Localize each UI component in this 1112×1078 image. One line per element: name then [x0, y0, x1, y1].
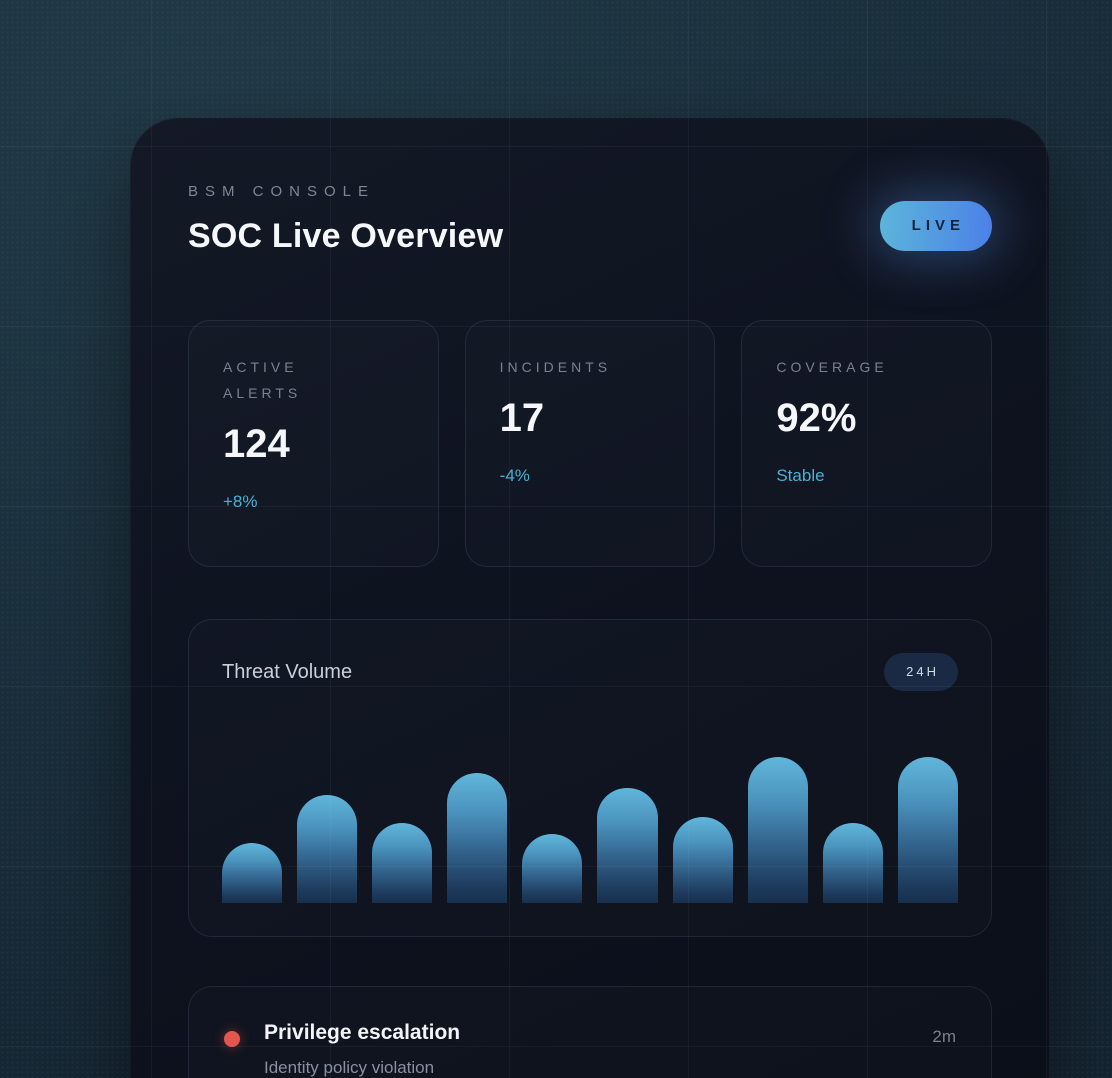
chart-bar — [822, 822, 883, 903]
chart-bar — [447, 773, 508, 903]
console-card: BSM CONSOLE SOC Live Overview LIVE ACTIV… — [130, 118, 1050, 1078]
stats-row: ACTIVE ALERTS 124 +8% INCIDENTS 17 -4% C… — [188, 320, 993, 567]
stat-value: 92% — [776, 396, 857, 440]
chart-bar — [897, 757, 958, 903]
stat-card-active-alerts: ACTIVE ALERTS 124 +8% — [188, 320, 439, 567]
stat-delta: Stable — [776, 466, 825, 485]
alert-texts: Privilege escalation Identity policy vio… — [264, 1019, 460, 1078]
alert-item[interactable]: Privilege escalation Identity policy vio… — [188, 986, 992, 1078]
chart-bar — [747, 757, 808, 903]
header-titles: BSM CONSOLE SOC Live Overview — [188, 183, 503, 256]
stat-delta: -4% — [499, 466, 530, 485]
stat-label: COVERAGE — [776, 359, 888, 375]
alert-time: 2m — [932, 1027, 956, 1046]
severity-dot-icon — [224, 1031, 240, 1047]
chart-bar — [372, 822, 433, 903]
console-eyebrow: BSM CONSOLE — [188, 183, 376, 200]
alert-subtitle: Identity policy violation — [264, 1058, 435, 1077]
console-header: BSM CONSOLE SOC Live Overview LIVE — [188, 183, 992, 256]
chart-bar — [597, 787, 658, 903]
threat-volume-card: Threat Volume 24H — [188, 619, 992, 937]
chart-header: Threat Volume 24H — [222, 653, 958, 691]
stat-delta: +8% — [223, 492, 258, 511]
live-badge[interactable]: LIVE — [879, 201, 992, 251]
chart-bar — [522, 834, 583, 903]
page-title: SOC Live Overview — [188, 217, 504, 255]
chart-bar — [672, 816, 733, 903]
stat-card-coverage: COVERAGE 92% Stable — [741, 320, 993, 567]
chart-title: Threat Volume — [222, 660, 353, 683]
chart-bar — [222, 843, 283, 903]
stat-value: 124 — [223, 422, 290, 466]
stat-value: 17 — [499, 396, 545, 440]
stat-card-incidents: INCIDENTS 17 -4% — [464, 320, 716, 567]
stat-label: ACTIVE ALERTS — [223, 359, 302, 401]
chart-bar — [297, 794, 358, 903]
range-badge-24h[interactable]: 24H — [884, 653, 958, 691]
alert-title: Privilege escalation — [264, 1021, 461, 1044]
stat-label: INCIDENTS — [499, 359, 612, 375]
threat-volume-bars — [222, 757, 958, 903]
